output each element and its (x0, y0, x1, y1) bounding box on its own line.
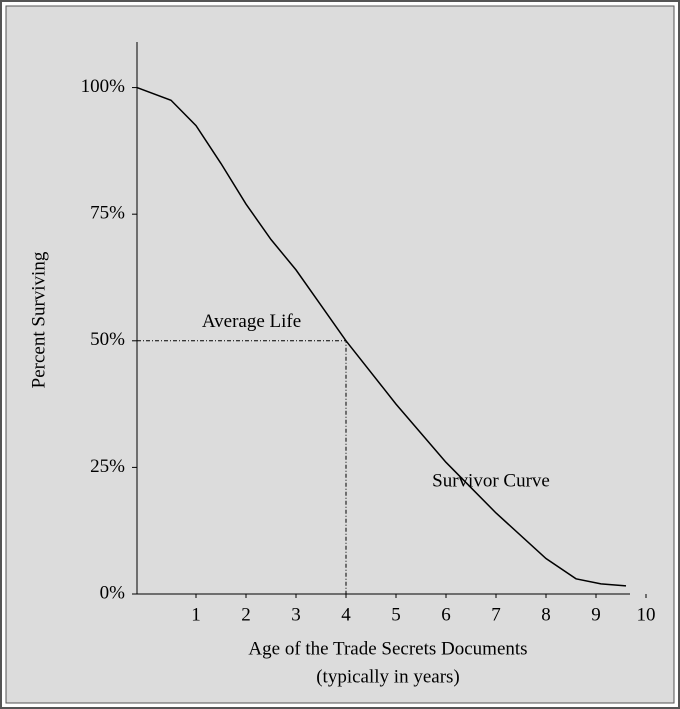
y-tick-label: 50% (90, 329, 125, 350)
series-label: Survivor Curve (432, 471, 550, 492)
survivor-curve (136, 86, 627, 587)
x-tick-label: 4 (341, 604, 351, 625)
y-tick-label: 75% (90, 203, 125, 224)
y-axis-label: Percent Surviving (28, 251, 49, 388)
y-tick-label: 0% (100, 582, 126, 603)
reference-line (137, 340, 347, 594)
x-tick-label: 5 (391, 604, 401, 625)
x-axis-label: Age of the Trade Secrets Documents (248, 638, 527, 659)
x-tick-label: 6 (441, 604, 451, 625)
annotation: Average Life (202, 311, 301, 332)
x-tick-label: 7 (491, 604, 501, 625)
x-axis-label: (typically in years) (316, 666, 460, 687)
x-tick-label: 2 (241, 604, 251, 625)
y-tick-label: 25% (90, 456, 125, 477)
x-tick-label: 8 (541, 604, 551, 625)
x-tick-label: 9 (591, 604, 601, 625)
x-tick-label: 10 (637, 604, 656, 625)
x-tick-label: 1 (191, 604, 201, 625)
inner-frame (5, 5, 675, 704)
y-tick-label: 100% (81, 76, 126, 97)
x-tick-label: 3 (291, 604, 301, 625)
